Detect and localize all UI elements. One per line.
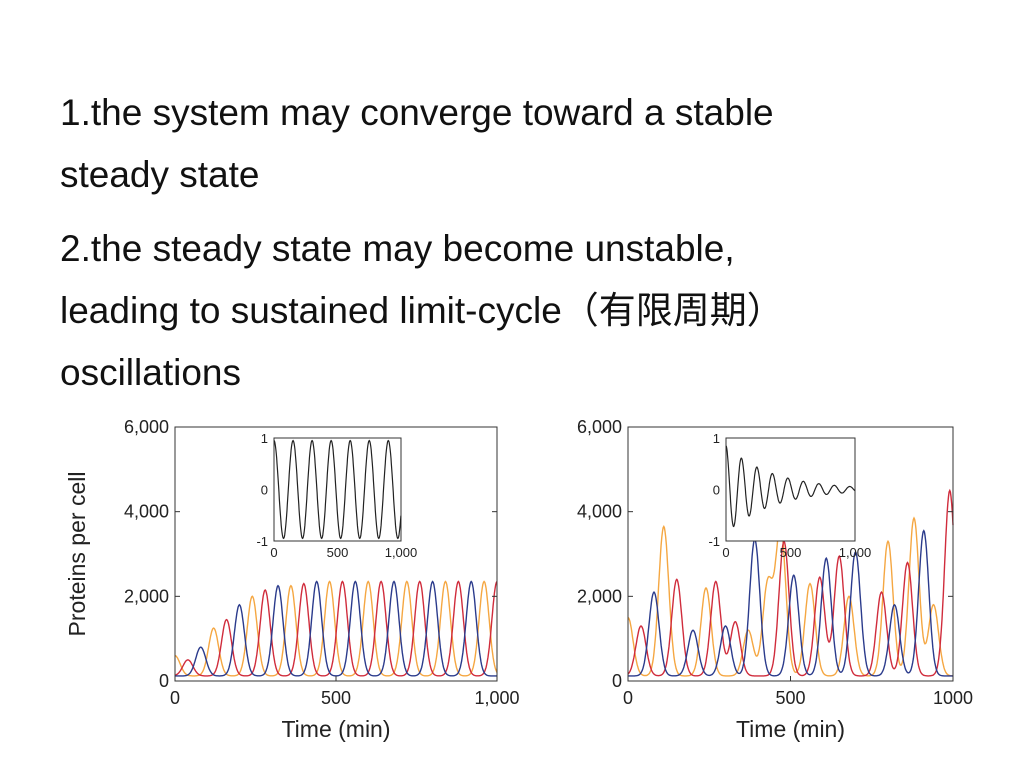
inset-y-tick-label: -1 — [256, 534, 268, 549]
inset-y-tick-label: -1 — [708, 534, 720, 549]
inset-frame — [273, 437, 402, 542]
inset-y-tick-label: 1 — [261, 431, 268, 446]
bullet-1-line-2: steady state — [60, 154, 260, 195]
x-tick-label: 500 — [775, 688, 805, 708]
x-tick-label: 1,000 — [474, 688, 519, 708]
inset-y-tick-label: 0 — [261, 483, 268, 498]
bullet-2-line-2: leading to sustained limit-cycle（有限周期） — [60, 290, 784, 331]
bullet-1-line-1: 1.the system may converge toward a stabl… — [60, 92, 774, 133]
inset-frame — [725, 437, 856, 542]
inset-x-tick-label: 0 — [722, 545, 729, 560]
y-tick-label: 4,000 — [577, 502, 622, 522]
bullet-2-line-1: 2.the steady state may become unstable, — [60, 228, 735, 269]
x-tick-label: 1000 — [933, 688, 973, 708]
inset-x-tick-label: 500 — [780, 545, 802, 560]
inset-x-tick-label: 0 — [270, 545, 277, 560]
figure-charts: 0 2,000 4,000 6,000 0 500 1,000 Time (min) Prote… — [64, 417, 973, 742]
inset-x-tick-label: 500 — [327, 545, 349, 560]
x-tick-label: 500 — [321, 688, 351, 708]
x-tick-label: 0 — [170, 688, 180, 708]
series-line-3 — [628, 529, 953, 677]
y-tick-label: 6,000 — [577, 417, 622, 437]
inset-x-tick-label: 1,000 — [839, 545, 872, 560]
y-tick-label: 2,000 — [124, 586, 169, 606]
chart-1: 0 2,000 4,000 6,000 0 500 1,000 Time (min) Prote… — [64, 417, 520, 742]
series-line-1 — [627, 516, 953, 677]
inset-y-tick-label: 1 — [713, 431, 720, 446]
y-tick-label: 2,000 — [577, 586, 622, 606]
x-tick-label: 0 — [623, 688, 633, 708]
bullet-2-line-3: oscillations — [60, 352, 241, 393]
x-axis-label: Time (min) — [736, 716, 845, 742]
y-tick-label: 0 — [612, 671, 622, 691]
inset-line — [273, 439, 402, 540]
inset-line — [725, 445, 856, 528]
y-tick-label: 4,000 — [124, 502, 169, 522]
series-line-2 — [174, 580, 498, 677]
inset-x-tick-label: 1,000 — [385, 545, 418, 560]
y-axis-label: Proteins per cell — [64, 472, 90, 637]
y-tick-label: 0 — [159, 671, 169, 691]
series-line-2 — [627, 488, 954, 677]
inset-y-tick-label: 0 — [713, 483, 720, 498]
bullet-1: 1.the system may converge toward a stabl… — [60, 82, 1000, 206]
y-tick-label: 6,000 — [124, 417, 169, 437]
x-axis-label: Time (min) — [281, 716, 390, 742]
series-line-3 — [175, 580, 497, 677]
bullet-2: 2.the steady state may become unstable, … — [60, 218, 1020, 404]
